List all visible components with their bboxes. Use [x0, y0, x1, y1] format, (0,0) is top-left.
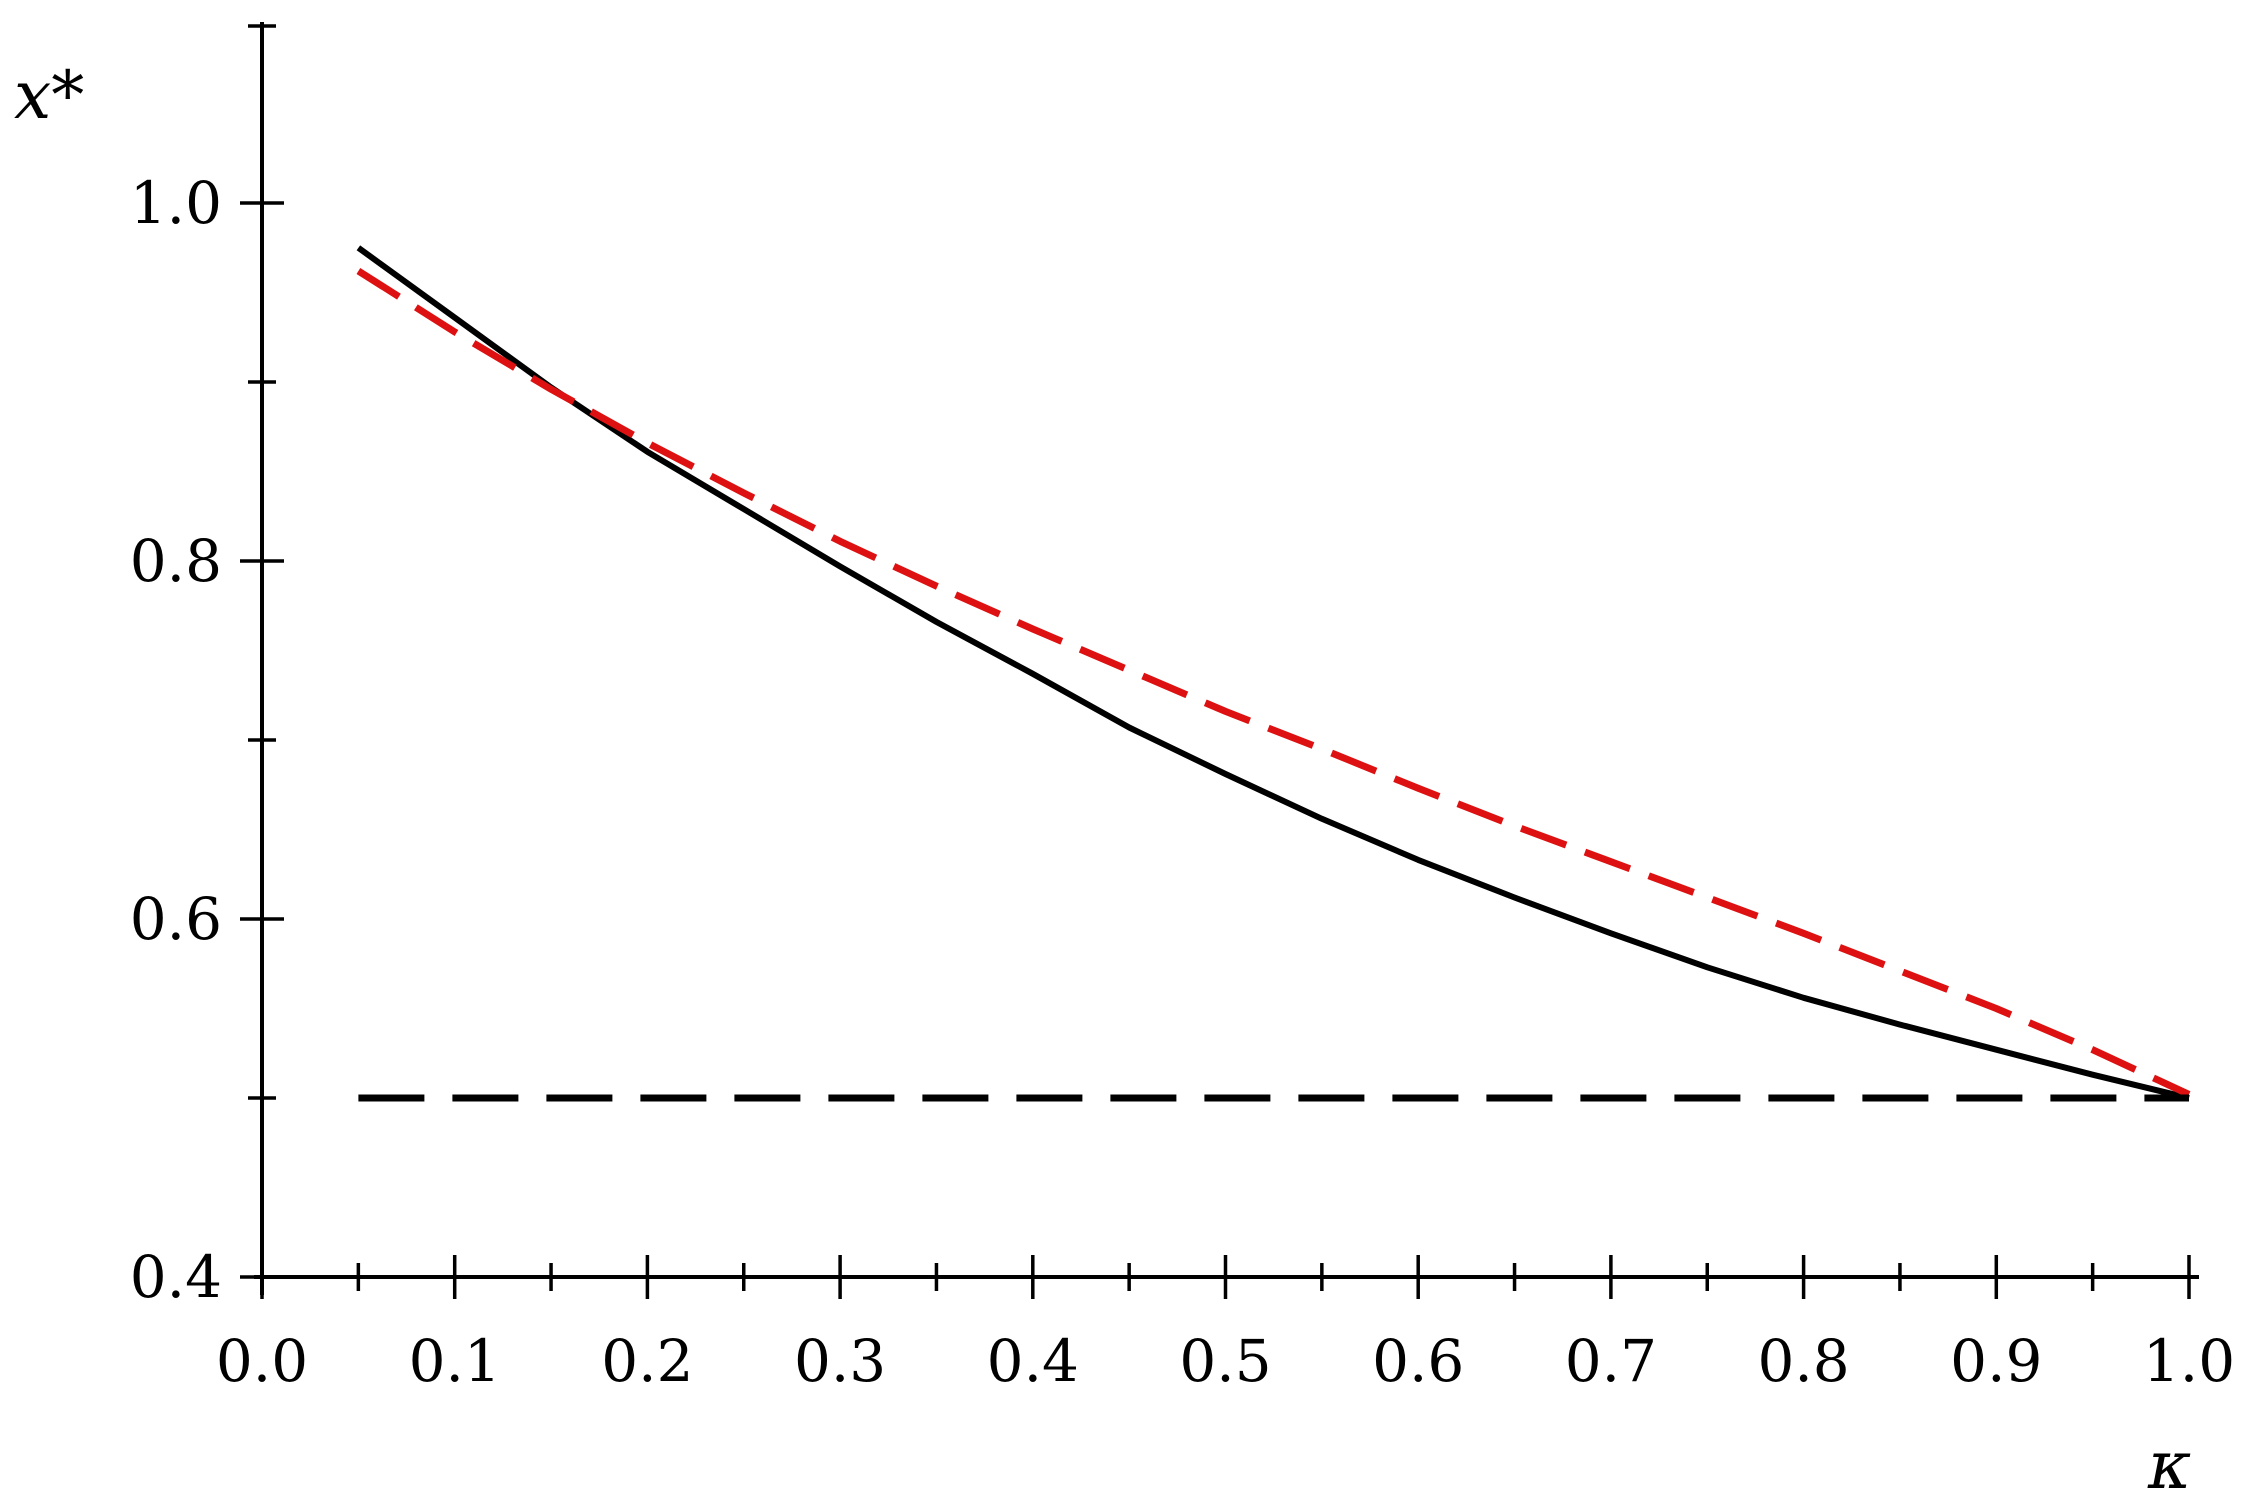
x-tick-label: 0.9 — [1950, 1327, 2042, 1395]
y-tick-label: 1.0 — [130, 169, 222, 237]
x-tick-label: 0.6 — [1372, 1327, 1464, 1395]
x-tick-label: 1.0 — [2143, 1327, 2235, 1395]
x-tick-label: 0.2 — [601, 1327, 693, 1395]
x-tick-label: 0.7 — [1565, 1327, 1657, 1395]
x-tick-label: 0.1 — [409, 1327, 501, 1395]
x-tick-label: 0.4 — [987, 1327, 1079, 1395]
y-axis-label: x* — [14, 57, 84, 134]
labels-group: 0.0 0.1 0.2 0.3 0.4 0.5 0.6 0.7 0.8 0.9 1.0 0.4 0.6 0… — [14, 57, 2235, 1504]
x-axis-label: κ — [2147, 1427, 2191, 1504]
x-tick-label: 0.3 — [794, 1327, 886, 1395]
y-tick-label: 0.6 — [130, 885, 222, 953]
axes — [240, 22, 2199, 1299]
series-group — [356, 245, 2191, 1102]
y-tick-label: 0.8 — [130, 527, 222, 595]
x-tick-label: 0.8 — [1757, 1327, 1849, 1395]
series-line-dashed-red — [356, 268, 2191, 1098]
x-tick-label: 0.0 — [216, 1327, 308, 1395]
series-line-solid-black — [356, 245, 2190, 1101]
y-tick-label: 0.4 — [130, 1243, 222, 1311]
x-tick-label: 0.5 — [1179, 1327, 1271, 1395]
